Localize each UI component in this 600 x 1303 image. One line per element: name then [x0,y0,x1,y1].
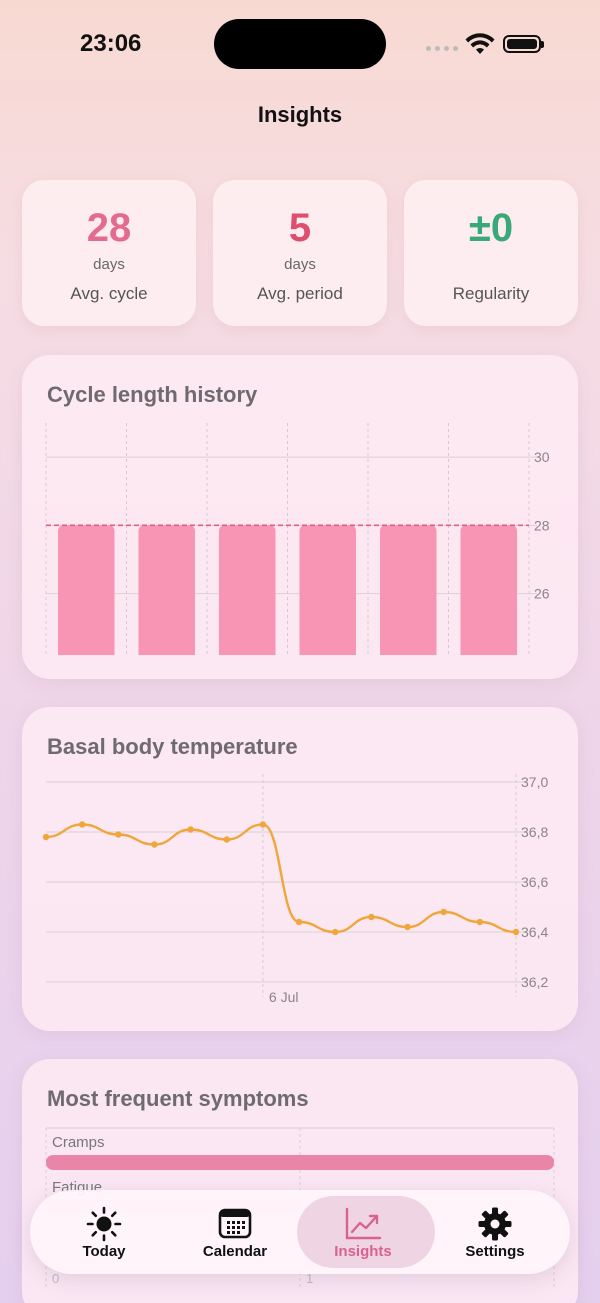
bbt-date-marker-label: 6 Jul [269,989,299,1005]
cycle-bar [299,525,356,655]
calendar-icon [218,1208,252,1239]
bbt-data-point [151,841,158,848]
bbt-data-point [187,826,194,833]
bbt-temperature-line [45,823,517,934]
bbt-data-point [115,831,122,838]
tab-bar: Today Calendar Insights [30,1190,570,1274]
bbt-y-tick-label: 37,0 [521,774,548,790]
avg-cycle-value: 28 [86,206,132,250]
bbt-data-point [368,913,375,921]
avg-period-card: 5 days Avg. period [213,180,387,326]
bbt-y-tick-label: 36,4 [521,924,548,940]
cycle-y-tick-label: 30 [534,449,550,465]
cycle-bar [219,525,276,655]
cycle-bar [138,525,195,655]
cellular-signal-icon [426,46,458,51]
sun-icon [86,1206,122,1242]
symptom-bar-cramps [46,1155,554,1170]
cycle-history-chart: 30 28 26 [45,423,550,655]
bbt-card: Basal body temperature 37,0 36,8 36,6 36,4 3… [22,707,578,1031]
regularity-label: Regularity [452,284,530,303]
avg-cycle-card: 28 days Avg. cycle [22,180,196,326]
tab-calendar-label: Calendar [202,1243,268,1260]
wifi-icon [465,33,495,54]
bbt-data-point [512,928,520,936]
bbt-data-point [404,923,411,931]
bbt-data-point [42,833,50,841]
bbt-data-point [78,821,86,828]
tab-calendar[interactable]: Calendar [165,1190,305,1274]
bbt-y-tick-label: 36,6 [521,874,548,890]
chart-trend-icon [345,1207,382,1240]
cycle-bar [380,525,437,655]
cycle-history-card: Cycle length history 30 28 26 [22,355,578,679]
status-time: 23:06 [80,30,142,57]
avg-period-label: Avg. period [257,284,343,303]
symptoms-title: Most frequent symptoms [47,1086,309,1111]
tab-insights-label: Insights [334,1243,392,1260]
avg-cycle-unit: days [93,256,125,273]
cycle-bar [460,525,517,655]
cycle-y-tick-label: 28 [534,517,550,533]
regularity-unit [404,256,578,276]
bbt-data-point [476,918,484,926]
page-title: Insights [257,102,343,127]
bbt-chart: 37,0 36,8 36,6 36,4 36,2 6 Jul [42,774,548,1005]
regularity-card: ±0 Regularity [404,180,578,326]
avg-cycle-label: Avg. cycle [70,284,148,303]
tab-today-label: Today [82,1243,126,1260]
tab-settings[interactable]: Settings [425,1190,565,1274]
symptoms-x-tick-1: 1 [306,1271,314,1286]
bbt-data-point [440,908,447,916]
gear-icon [478,1207,512,1241]
bbt-data-point [295,918,303,926]
bbt-title: Basal body temperature [47,734,298,759]
status-bar: 23:06 [0,0,600,90]
dynamic-island [214,19,386,69]
bbt-data-point [259,821,267,828]
avg-period-unit: days [284,256,316,273]
avg-period-value: 5 [288,206,312,250]
tab-today[interactable]: Today [34,1190,174,1274]
regularity-value: ±0 [468,206,514,250]
symptoms-x-tick-0: 0 [52,1271,60,1286]
cycle-bar [58,525,115,655]
cycle-y-tick-label: 26 [534,586,550,602]
bbt-y-tick-label: 36,2 [521,974,548,990]
battery-icon [503,35,544,53]
bbt-data-point [332,928,339,936]
bbt-data-point [223,836,230,843]
tab-insights-highlight [297,1196,435,1268]
cycle-history-title: Cycle length history [47,382,258,407]
tab-insights[interactable]: Insights [293,1190,435,1274]
symptom-label-cramps: Cramps [52,1134,105,1151]
bbt-y-tick-label: 36,8 [521,824,548,840]
tab-settings-label: Settings [465,1243,525,1260]
